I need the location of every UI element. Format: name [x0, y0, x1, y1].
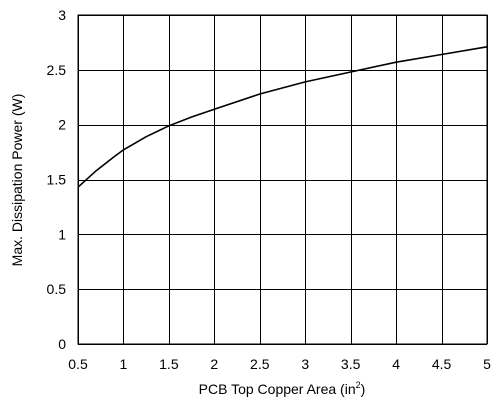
y-axis-ticks: 0 0.5 1 1.5 2 2.5 3: [47, 7, 67, 352]
x-tick-label: 4: [392, 356, 400, 372]
x-tick-label: 2.5: [250, 356, 270, 372]
x-axis-label-superscript: 2: [356, 380, 361, 390]
y-tick-label: 0: [58, 336, 66, 352]
x-tick-label: 3.5: [341, 356, 361, 372]
y-tick-label: 0.5: [47, 281, 67, 297]
x-axis-label-suffix: ): [361, 381, 366, 397]
x-tick-label: 1.5: [159, 356, 179, 372]
series-line: [77, 46, 488, 188]
x-tick-label: 1: [120, 356, 128, 372]
x-tick-label: 2: [210, 356, 218, 372]
series-group: [77, 46, 488, 188]
x-tick-label: 4.5: [432, 356, 452, 372]
x-tick-label: 3: [301, 356, 309, 372]
plot-area-frame: [77, 14, 488, 345]
x-axis-ticks: 0.5 1 1.5 2 2.5 3 3.5 4 4.5 5: [68, 356, 491, 372]
x-axis-label: PCB Top Copper Area (in2): [199, 380, 366, 397]
y-axis-label: Max. Dissipation Power (W): [9, 94, 25, 267]
y-tick-label: 2: [58, 117, 66, 133]
y-tick-label: 1.5: [47, 172, 67, 188]
y-tick-label: 3: [58, 7, 66, 23]
y-tick-label: 1: [58, 226, 66, 242]
x-tick-label: 5: [483, 356, 491, 372]
x-axis-label-main: PCB Top Copper Area (in: [199, 381, 356, 397]
y-tick-label: 2.5: [47, 62, 67, 78]
x-tick-label: 0.5: [68, 356, 88, 372]
grid: [78, 15, 488, 345]
